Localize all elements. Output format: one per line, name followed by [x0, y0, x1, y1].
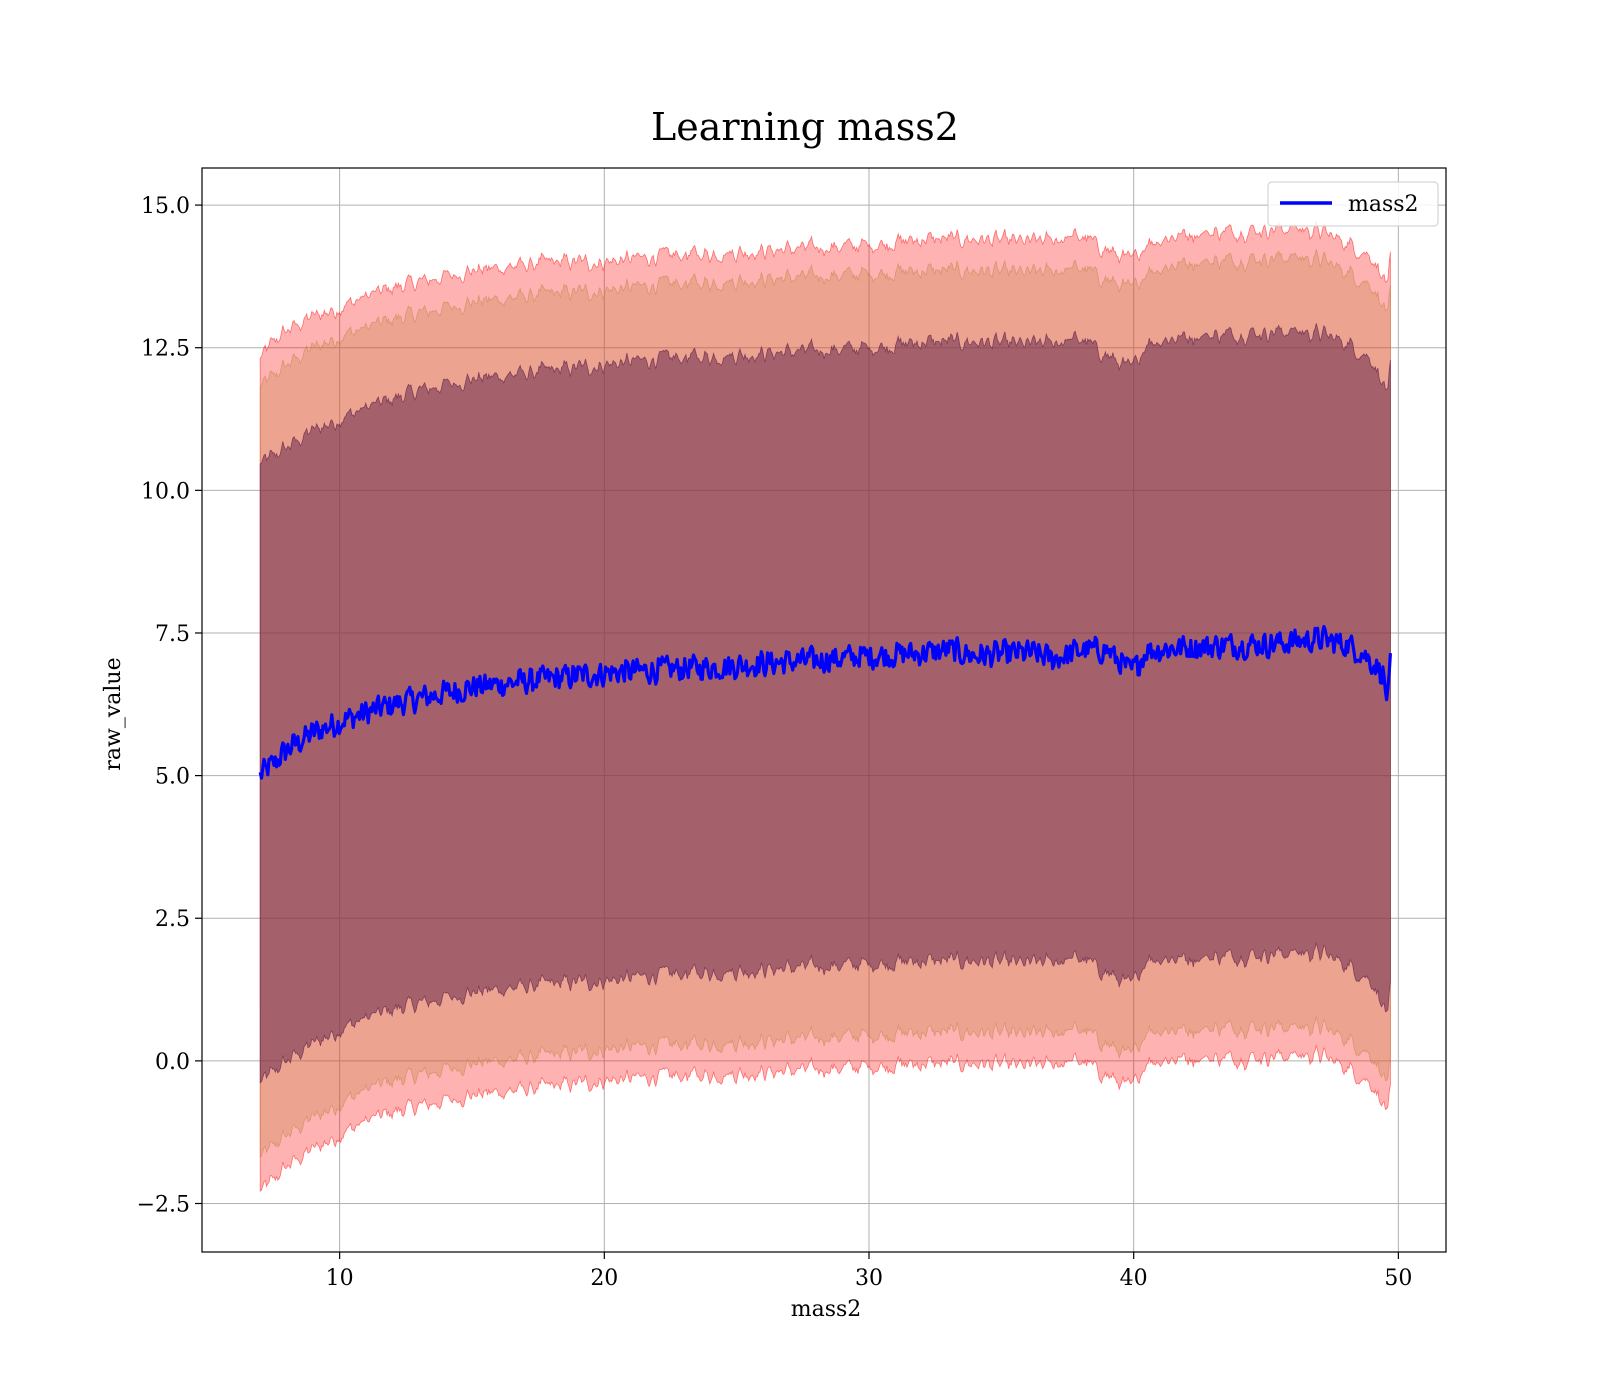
y-axis-title: raw_value: [101, 657, 126, 770]
band-layer: [259, 220, 1391, 1192]
legend-label: mass2: [1348, 192, 1419, 217]
chart-title: Learning mass2: [651, 105, 959, 149]
x-axis-title: mass2: [791, 1297, 862, 1322]
x-tick-label: 40: [1120, 1266, 1148, 1291]
x-tick-label: 20: [590, 1266, 618, 1291]
x-tick-label: 10: [326, 1266, 354, 1291]
band-inner: [259, 323, 1391, 1084]
y-tick-label: 15.0: [141, 194, 190, 219]
y-tick-label: 2.5: [155, 907, 190, 932]
y-tick-label: −2.5: [137, 1193, 190, 1218]
tick-layer: 10 20 30 40 50 −2.5 0.0 2.5 5.0 7.5 10.0 12.5 15.0: [137, 194, 1413, 1291]
legend-box: [1267, 181, 1439, 227]
series-line-mass2: [258, 624, 1392, 780]
x-tick-label: 50: [1384, 1266, 1412, 1291]
y-tick-label: 0.0: [155, 1050, 190, 1075]
plot-frame: [201, 167, 1447, 1253]
x-tick-label: 30: [855, 1266, 883, 1291]
y-tick-label: 12.5: [141, 337, 190, 362]
line-layer: [258, 624, 1392, 780]
y-tick-label: 10.0: [141, 479, 190, 504]
legend: mass2: [1267, 181, 1439, 227]
y-tick-label: 7.5: [155, 622, 190, 647]
y-tick-label: 5.0: [155, 765, 190, 790]
